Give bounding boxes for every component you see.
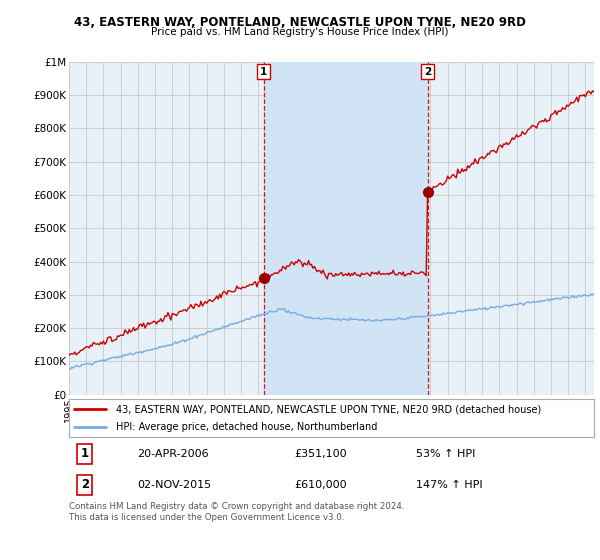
Text: £351,100: £351,100 [295,449,347,459]
Text: 43, EASTERN WAY, PONTELAND, NEWCASTLE UPON TYNE, NE20 9RD: 43, EASTERN WAY, PONTELAND, NEWCASTLE UP… [74,16,526,29]
Text: 147% ↑ HPI: 147% ↑ HPI [415,480,482,490]
Text: Price paid vs. HM Land Registry's House Price Index (HPI): Price paid vs. HM Land Registry's House … [151,27,449,37]
Text: £610,000: £610,000 [295,480,347,490]
Text: HPI: Average price, detached house, Northumberland: HPI: Average price, detached house, Nort… [116,422,377,432]
Text: Contains HM Land Registry data © Crown copyright and database right 2024.
This d: Contains HM Land Registry data © Crown c… [69,502,404,522]
Text: 43, EASTERN WAY, PONTELAND, NEWCASTLE UPON TYNE, NE20 9RD (detached house): 43, EASTERN WAY, PONTELAND, NEWCASTLE UP… [116,404,542,414]
Text: 1: 1 [80,447,89,460]
Text: 2: 2 [80,478,89,492]
Text: 02-NOV-2015: 02-NOV-2015 [137,480,211,490]
Text: 20-APR-2006: 20-APR-2006 [137,449,209,459]
Text: 53% ↑ HPI: 53% ↑ HPI [415,449,475,459]
Text: 1: 1 [260,67,267,77]
Text: 2: 2 [424,67,431,77]
Bar [263,62,428,395]
